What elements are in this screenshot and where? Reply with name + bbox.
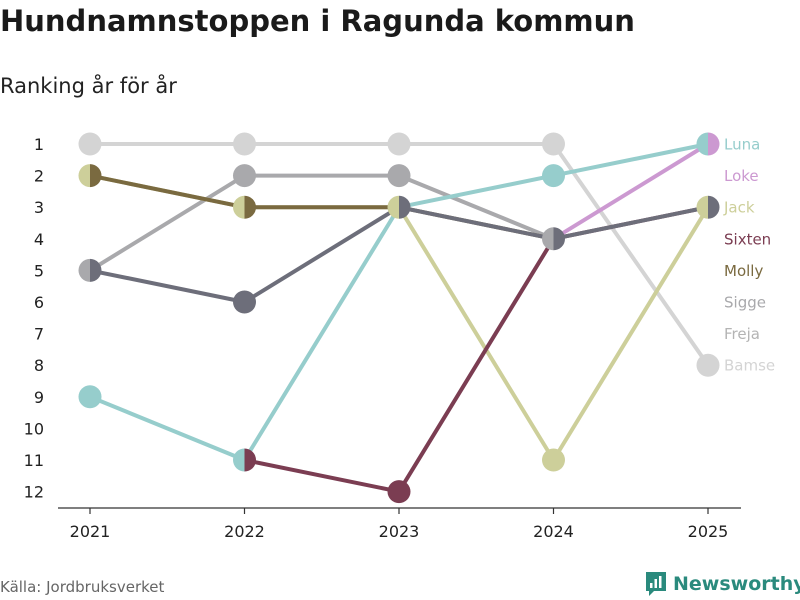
source-note: Källa: Jordbruksverket xyxy=(0,578,165,596)
y-tick-label: 1 xyxy=(34,135,44,154)
line-segment-sigge xyxy=(88,173,247,273)
chart-subtitle: Ranking år för år xyxy=(0,74,177,98)
point-sigge xyxy=(233,164,256,188)
point-jack-luna-molly-okänt-right xyxy=(399,195,411,219)
point-bamse xyxy=(696,353,720,377)
line-segment-okänt xyxy=(551,205,710,241)
point-luna xyxy=(542,164,565,188)
series-labels: Luna Loke Jack Sixten Molly Sigge Freja Bamse xyxy=(723,136,775,375)
point-jack xyxy=(542,448,565,472)
brand-logo: Newsworthy xyxy=(645,571,800,597)
line-segment-luna xyxy=(88,394,247,462)
x-tick-label: 2024 xyxy=(533,522,574,541)
point-freja xyxy=(387,132,411,156)
point-luna-sixten-right xyxy=(244,448,256,472)
point-jack-molly-left xyxy=(233,195,245,219)
point-luna-loke-right xyxy=(708,132,720,156)
y-tick-label: 11 xyxy=(24,451,44,470)
label-sixten: Sixten xyxy=(724,230,771,248)
label-bamse: Bamse xyxy=(724,357,775,375)
y-tick-label: 9 xyxy=(34,388,44,407)
label-molly: Molly xyxy=(724,262,763,280)
series-lines xyxy=(88,142,710,494)
point-sixten xyxy=(387,480,411,504)
y-tick-label: 6 xyxy=(34,293,44,312)
point-jack-sixten-okänt-right xyxy=(708,195,720,219)
y-tick-label: 12 xyxy=(24,483,44,502)
y-tick-label: 2 xyxy=(34,167,44,186)
y-tick-label: 5 xyxy=(34,261,44,280)
point-luna xyxy=(78,385,102,409)
label-sigge: Sigge xyxy=(724,294,766,312)
label-luna: Luna xyxy=(724,136,760,154)
point-jack-molly-right xyxy=(90,164,102,188)
y-tick-label: 10 xyxy=(24,419,44,438)
line-segment-jack xyxy=(397,205,556,462)
x-tick-label: 2023 xyxy=(379,522,420,541)
label-freja: Freja xyxy=(724,325,760,343)
label-jack: Jack xyxy=(723,199,755,217)
point-jack-sixten-okänt-left xyxy=(696,195,708,219)
chart-title: Hundnamnstoppen i Ragunda kommun xyxy=(0,4,635,38)
y-tick-label: 3 xyxy=(34,198,44,217)
point-freja xyxy=(78,132,102,156)
line-segment-bamse xyxy=(551,142,710,368)
newsworthy-icon xyxy=(646,572,666,596)
line-segment-jack xyxy=(551,205,710,462)
line-segment-luna xyxy=(397,173,556,210)
x-tick-label: 2025 xyxy=(688,522,729,541)
point-sigge-molly-loke-sixten-okänt-left xyxy=(542,227,554,251)
line-segment-okänt xyxy=(88,268,247,304)
point-luna-loke-left xyxy=(696,132,708,156)
x-tick-label: 2021 xyxy=(70,522,111,541)
point-freja xyxy=(233,132,256,156)
brand-name: Newsworthy xyxy=(673,573,800,595)
x-tick-label: 2022 xyxy=(224,522,265,541)
line-segment-luna xyxy=(551,142,710,178)
y-tick-label: 4 xyxy=(34,230,44,249)
point-luna-sixten-left xyxy=(233,448,245,472)
point-sigge-molly-loke-sixten-okänt-right xyxy=(553,227,565,251)
point-jack-molly-right xyxy=(244,195,256,219)
point-sigge-okänt-right xyxy=(90,258,102,282)
point-freja-bamse xyxy=(542,132,565,156)
label-loke: Loke xyxy=(724,167,759,185)
y-tick-label: 7 xyxy=(34,325,44,344)
line-segment-okänt xyxy=(242,205,401,304)
point-okänt xyxy=(233,290,256,314)
line-segment-loke xyxy=(551,142,710,241)
line-segment-sixten xyxy=(242,458,401,494)
line-segment-sigge xyxy=(397,173,556,241)
point-jack-luna-molly-okänt-left xyxy=(387,195,399,219)
point-sigge-okänt-left xyxy=(78,258,90,282)
y-tick-label: 8 xyxy=(34,356,44,375)
line-segment-okänt xyxy=(397,205,556,241)
point-jack-molly-left xyxy=(78,164,90,188)
series-points xyxy=(78,132,720,504)
line-segment-luna xyxy=(242,205,401,462)
line-segment-sixten xyxy=(397,236,556,494)
line-segment-molly xyxy=(88,173,247,210)
point-sigge xyxy=(387,164,411,188)
